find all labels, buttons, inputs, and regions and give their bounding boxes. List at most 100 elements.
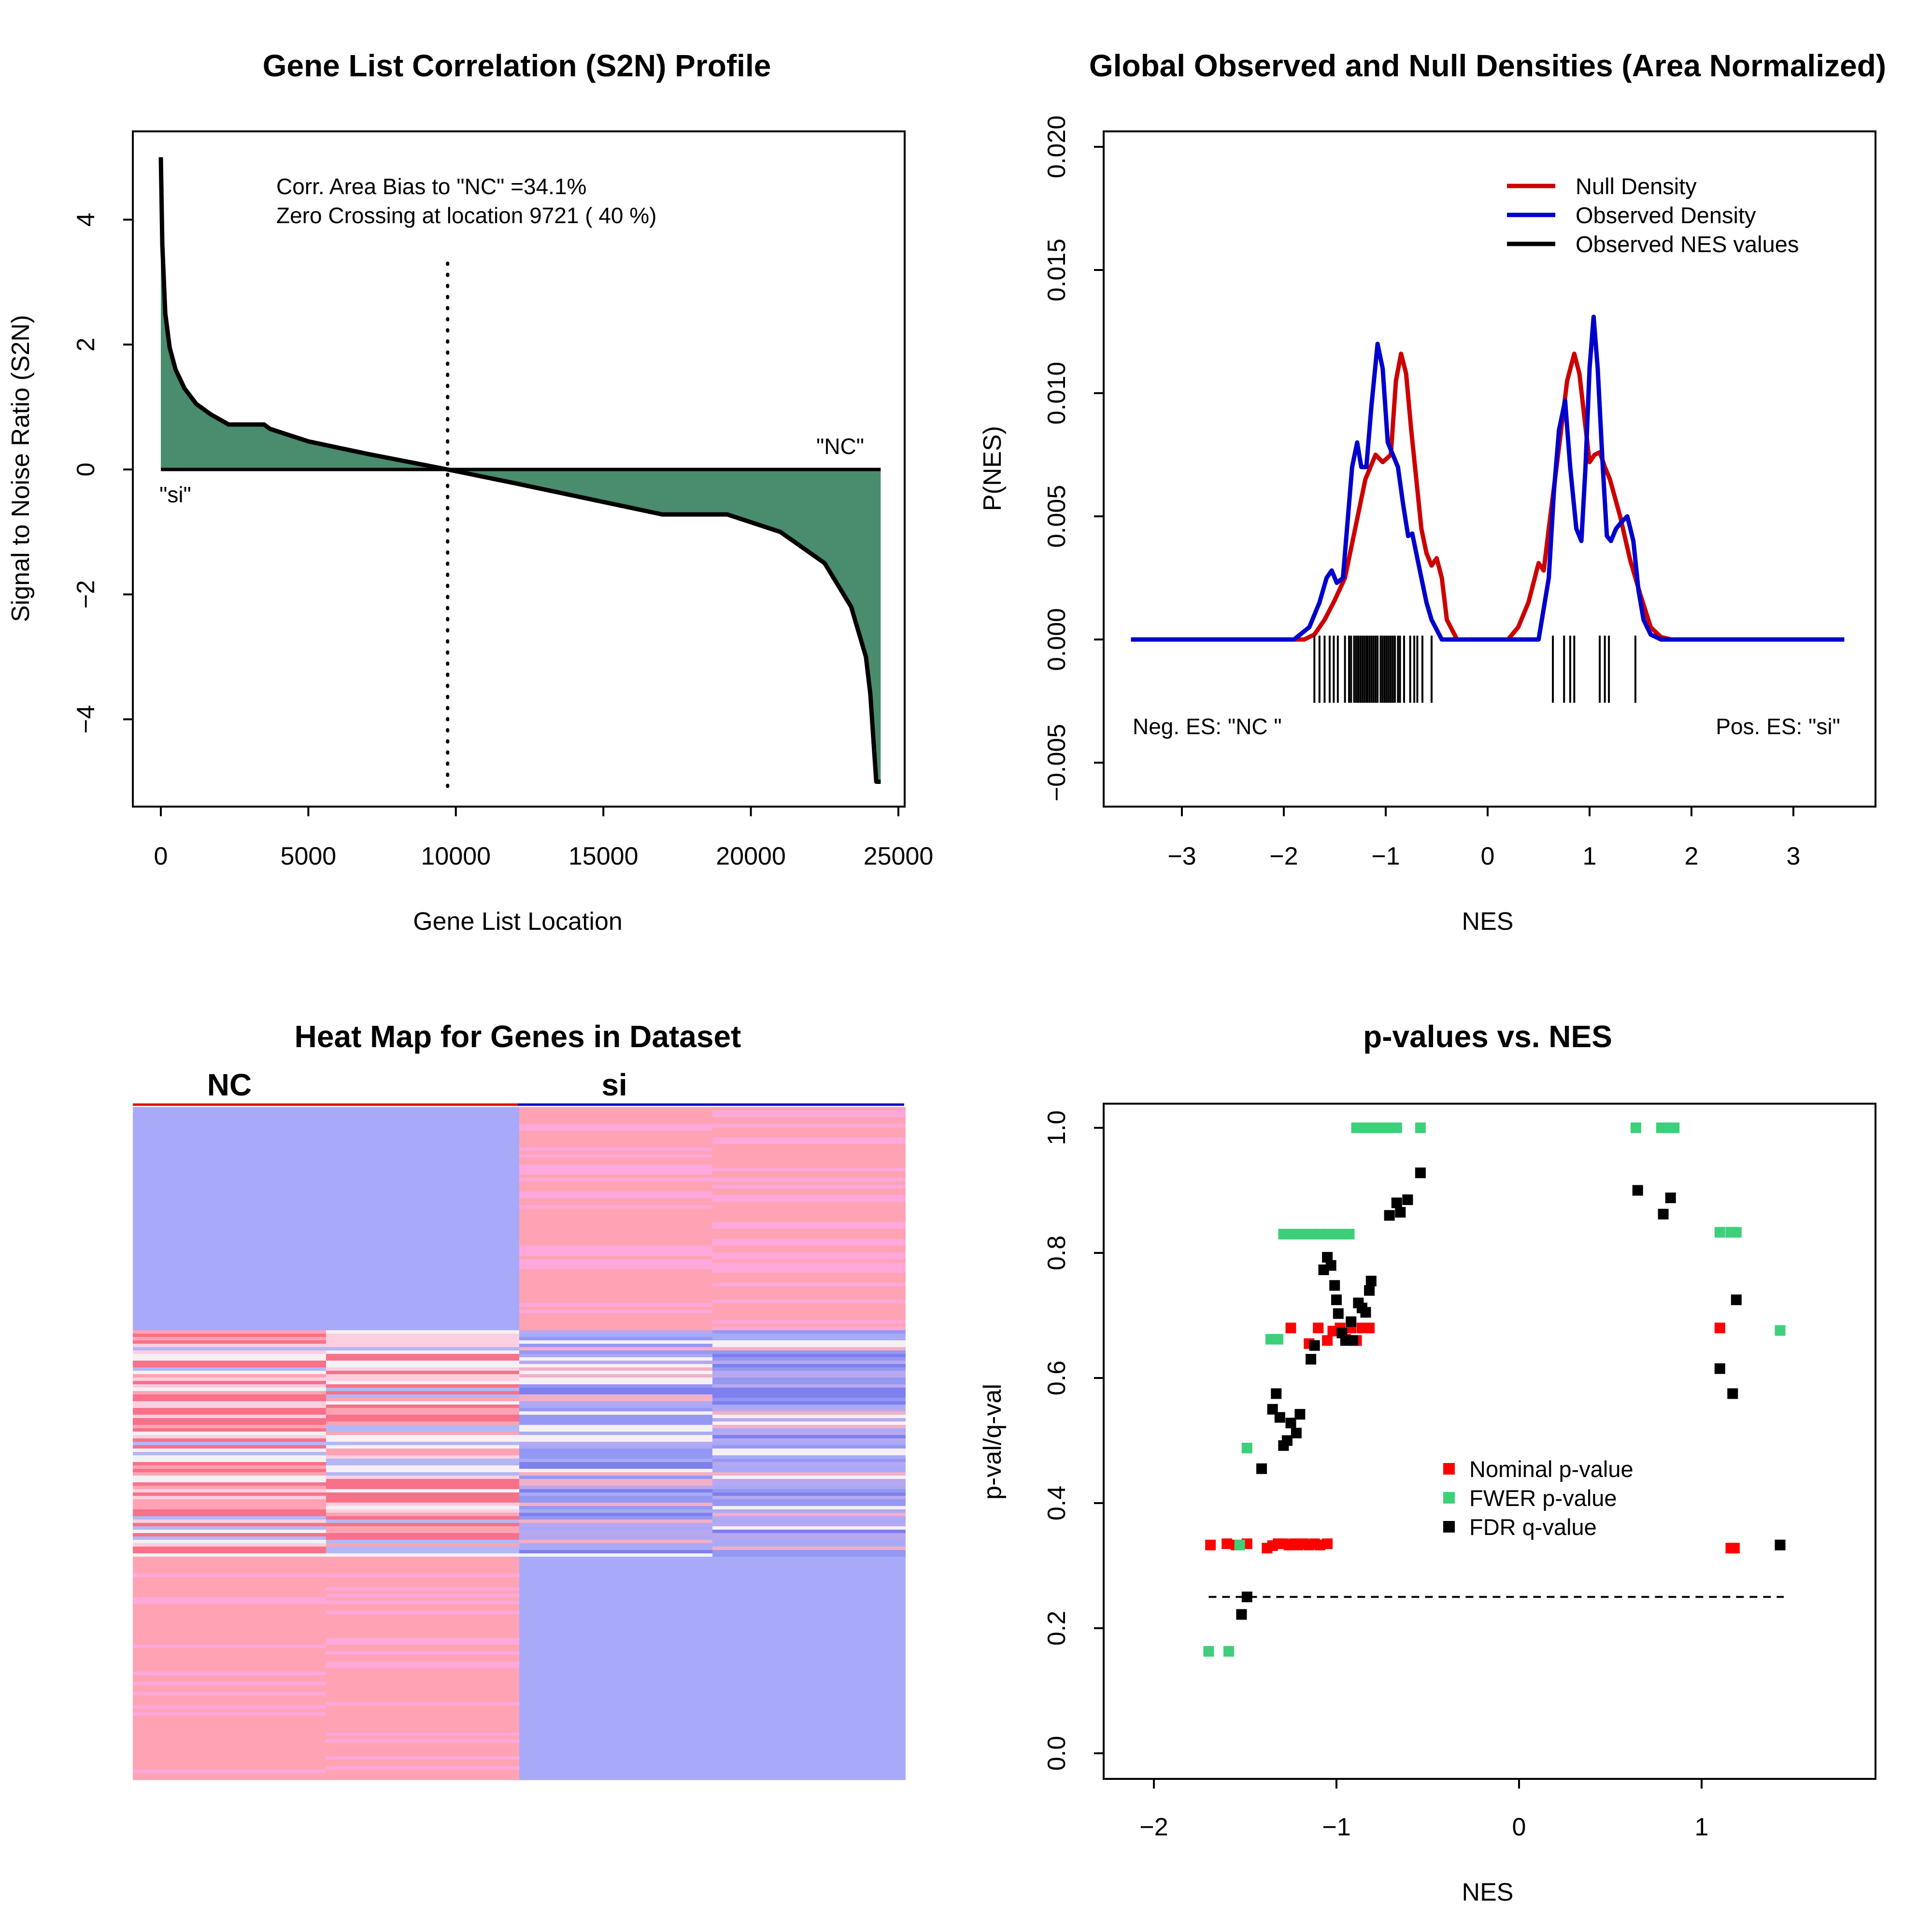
heatmap-cell xyxy=(133,1347,326,1351)
heatmap-cell xyxy=(133,1648,326,1652)
heatmap-cell xyxy=(519,1462,712,1466)
heatmap-cell xyxy=(519,1709,712,1713)
heatmap-cell xyxy=(712,1222,906,1226)
heatmap-cell xyxy=(712,1171,906,1175)
heatmap-cell xyxy=(133,1175,326,1179)
heatmap-cell xyxy=(326,1195,519,1199)
heatmap-cell xyxy=(519,1168,712,1172)
heatmap-cell xyxy=(326,1354,519,1358)
heatmap-cell xyxy=(326,1110,519,1114)
heatmap-cell xyxy=(712,1719,906,1723)
heatmap-cell xyxy=(519,1547,712,1550)
heatmap-cell xyxy=(519,1425,712,1429)
heatmap-cell xyxy=(326,1645,519,1648)
heatmap-cell xyxy=(519,1229,712,1233)
s2n-x-tick-label: 20000 xyxy=(716,842,786,870)
heatmap-cell xyxy=(712,1645,906,1648)
heatmap-cell xyxy=(712,1770,906,1774)
heatmap-cell xyxy=(519,1232,712,1236)
heatmap-cell xyxy=(133,1178,326,1182)
heatmap-cell xyxy=(133,1567,326,1571)
heatmap-cell xyxy=(133,1405,326,1408)
heatmap-cell xyxy=(326,1171,519,1175)
heatmap-cell xyxy=(133,1476,326,1479)
heatmap-cell xyxy=(326,1310,519,1314)
heatmap-cell xyxy=(712,1726,906,1730)
heatmap-cell xyxy=(326,1350,519,1354)
heatmap-cell xyxy=(133,1198,326,1202)
heatmap-cell xyxy=(326,1445,519,1449)
heatmap-cell xyxy=(326,1709,519,1713)
heatmap-cell xyxy=(712,1195,906,1199)
s2n-area-fill xyxy=(158,157,881,789)
fdr-qvalue-point xyxy=(1325,1260,1336,1271)
heatmap-cell xyxy=(519,1577,712,1581)
heatmap-cell xyxy=(133,1313,326,1317)
heatmap-cell xyxy=(519,1499,712,1503)
heatmap-cell xyxy=(712,1273,906,1277)
heatmap-cell xyxy=(133,1591,326,1594)
heatmap-cell xyxy=(519,1736,712,1740)
heatmap-cell xyxy=(712,1604,906,1608)
fdr-qvalue-point xyxy=(1731,1294,1742,1306)
heatmap-cell xyxy=(326,1540,519,1544)
heatmap-cell xyxy=(712,1114,906,1118)
fwer-pvalue-point xyxy=(1273,1334,1284,1345)
heatmap-cell xyxy=(712,1763,906,1767)
fdr-qvalue-point xyxy=(1364,1285,1375,1296)
heatmap-cell xyxy=(133,1766,326,1770)
heatmap-cell xyxy=(326,1117,519,1121)
heatmap-cell xyxy=(519,1503,712,1506)
heatmap-cell xyxy=(326,1553,519,1557)
heatmap-cell xyxy=(519,1165,712,1168)
heatmap-cell xyxy=(326,1567,519,1571)
heatmap-cell xyxy=(519,1682,712,1686)
heatmap-cell xyxy=(712,1438,906,1442)
heatmap-cell xyxy=(519,1567,712,1571)
heatmap-cell xyxy=(712,1621,906,1625)
heatmap-cell xyxy=(326,1712,519,1716)
density-x-tick-label: −2 xyxy=(1269,842,1298,870)
heatmap-cell xyxy=(519,1398,712,1402)
heatmap-cell xyxy=(326,1746,519,1750)
heatmap-cell xyxy=(133,1776,326,1780)
heatmap-cell xyxy=(326,1472,519,1476)
heatmap-cell xyxy=(133,1279,326,1283)
heatmap-cell xyxy=(519,1394,712,1398)
s2n-profile-panel: Gene List Correlation (S2N) Profile 0 500… xyxy=(7,48,933,936)
heatmap-cell xyxy=(712,1256,906,1260)
heatmap-cell xyxy=(326,1246,519,1250)
heatmap-cell xyxy=(133,1320,326,1324)
heatmap-cell xyxy=(519,1405,712,1408)
heatmap-cell xyxy=(519,1702,712,1706)
heatmap-cell xyxy=(712,1580,906,1584)
heatmap-cell xyxy=(133,1695,326,1699)
heatmap-cell xyxy=(519,1269,712,1273)
heatmap-cell xyxy=(326,1682,519,1686)
heatmap-cell xyxy=(712,1411,906,1415)
heatmap-cell xyxy=(326,1347,519,1351)
heatmap-cell xyxy=(133,1401,326,1405)
heatmap-cell xyxy=(326,1198,519,1202)
heatmap-cell xyxy=(133,1699,326,1703)
heatmap-cell xyxy=(712,1506,906,1510)
heatmap-cell xyxy=(326,1165,519,1168)
heatmap-cell xyxy=(133,1651,326,1655)
s2n-plot-frame xyxy=(132,130,906,808)
heatmap-cell xyxy=(133,1682,326,1686)
heatmap-cell xyxy=(133,1496,326,1500)
heatmap-cell xyxy=(712,1577,906,1581)
heatmap-cell xyxy=(519,1131,712,1135)
heatmap-cell xyxy=(326,1279,519,1283)
heatmap-cell xyxy=(133,1131,326,1135)
heatmap-cell xyxy=(712,1543,906,1547)
heatmap-cell xyxy=(133,1509,326,1513)
heatmap-cell xyxy=(712,1563,906,1567)
heatmap-cell xyxy=(519,1726,712,1730)
heatmap-cell xyxy=(519,1465,712,1469)
heatmap-cell xyxy=(712,1405,906,1408)
heatmap-cell xyxy=(519,1438,712,1442)
legend-observed-density: Observed Density xyxy=(1576,202,1756,228)
heatmap-cell xyxy=(712,1225,906,1229)
heatmap-cell xyxy=(519,1770,712,1774)
